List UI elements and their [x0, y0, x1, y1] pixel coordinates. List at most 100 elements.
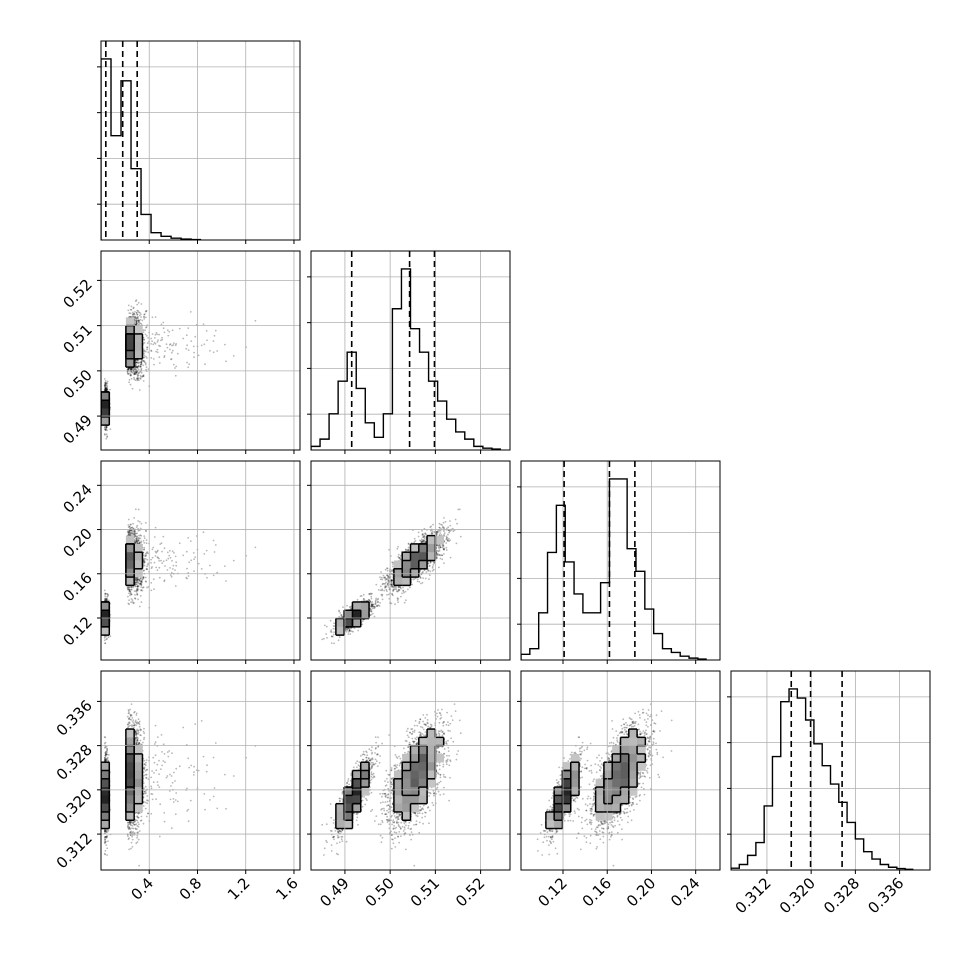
- sample-point: [157, 339, 159, 342]
- sample-point: [128, 529, 131, 532]
- density-cell: [125, 350, 135, 360]
- sample-point: [143, 313, 146, 316]
- sample-point: [127, 368, 130, 370]
- sample-point: [136, 316, 139, 319]
- sample-point: [105, 389, 107, 392]
- sample-point: [166, 346, 169, 349]
- sample-point: [105, 389, 108, 392]
- sample-point: [139, 537, 142, 540]
- sample-point: [129, 374, 132, 377]
- sample-point: [143, 560, 146, 562]
- density-cell: [101, 391, 110, 401]
- sample-point: [143, 560, 145, 563]
- sample-point: [202, 323, 205, 325]
- sample-point: [129, 368, 132, 371]
- sample-point: [147, 351, 150, 354]
- sample-point: [134, 373, 137, 375]
- sample-point: [136, 366, 139, 369]
- sample-point: [137, 319, 140, 322]
- sample-point: [172, 564, 175, 567]
- sample-point: [134, 373, 136, 375]
- sample-point: [158, 356, 161, 359]
- tick-marks: [307, 276, 482, 454]
- sample-point: [152, 343, 155, 346]
- sample-point: [140, 362, 143, 364]
- sample-point: [129, 523, 132, 526]
- sample-point: [205, 330, 208, 332]
- sample-point: [134, 366, 137, 369]
- sample-point: [139, 313, 142, 315]
- sample-point: [107, 595, 109, 597]
- sample-point: [153, 536, 156, 538]
- sample-point: [142, 375, 145, 377]
- sample-point: [134, 531, 136, 534]
- sample-point: [140, 376, 143, 378]
- sample-point: [153, 363, 155, 366]
- sample-point: [127, 373, 130, 375]
- sample-point: [135, 320, 138, 323]
- sample-point: [143, 561, 146, 564]
- sample-point: [135, 322, 138, 325]
- sample-point: [136, 377, 138, 380]
- sample-point: [161, 336, 163, 339]
- sample-point: [155, 566, 158, 569]
- sample-point: [136, 524, 139, 527]
- sample-point: [140, 583, 143, 586]
- sample-point: [136, 376, 139, 378]
- sample-point: [146, 346, 149, 349]
- sample-point: [176, 352, 179, 355]
- sample-point: [134, 585, 137, 588]
- sample-point: [136, 585, 139, 587]
- histogram-frame-1: [310, 250, 511, 451]
- sample-point: [135, 321, 138, 324]
- sample-point: [105, 387, 108, 389]
- sample-point: [109, 635, 112, 638]
- sample-point: [104, 598, 107, 601]
- sample-point: [138, 314, 141, 317]
- sample-point: [135, 319, 138, 322]
- sample-point: [139, 365, 142, 368]
- sample-point: [132, 522, 135, 525]
- sample-point: [140, 367, 143, 370]
- sample-point: [188, 363, 191, 366]
- sample-point: [136, 578, 139, 581]
- sample-point: [156, 351, 159, 354]
- sample-point: [155, 332, 158, 334]
- sample-point: [137, 368, 140, 371]
- sample-point: [136, 588, 138, 591]
- sample-point: [142, 577, 145, 579]
- sample-point: [174, 374, 177, 377]
- sample-point: [216, 350, 219, 352]
- sample-point: [144, 363, 147, 366]
- sample-point: [133, 517, 136, 519]
- density-cell: [125, 317, 135, 326]
- sample-point: [103, 589, 106, 592]
- grid-lines: [101, 41, 300, 240]
- sample-point: [135, 589, 138, 592]
- sample-point: [171, 349, 174, 352]
- sample-point: [105, 426, 108, 428]
- sample-point: [160, 559, 162, 562]
- sample-point: [144, 557, 147, 560]
- sample-point: [143, 316, 146, 318]
- sample-point: [139, 527, 142, 530]
- sample-point: [127, 304, 130, 307]
- sample-point: [151, 566, 154, 568]
- sample-point: [136, 313, 139, 316]
- sample-point: [135, 371, 138, 373]
- sample-point: [136, 359, 139, 362]
- sample-point: [130, 526, 133, 529]
- sample-point: [136, 539, 139, 542]
- sample-point: [146, 568, 149, 571]
- sample-point: [106, 384, 109, 387]
- sample-point: [170, 351, 173, 354]
- sample-point: [104, 381, 106, 384]
- sample-point: [139, 582, 142, 585]
- sample-point: [131, 313, 134, 316]
- sample-point: [105, 381, 108, 384]
- sample-point: [186, 361, 188, 364]
- sample-point: [134, 541, 137, 543]
- sample-point: [135, 361, 138, 364]
- histogram-param-0: [101, 41, 300, 240]
- sample-point: [138, 365, 141, 368]
